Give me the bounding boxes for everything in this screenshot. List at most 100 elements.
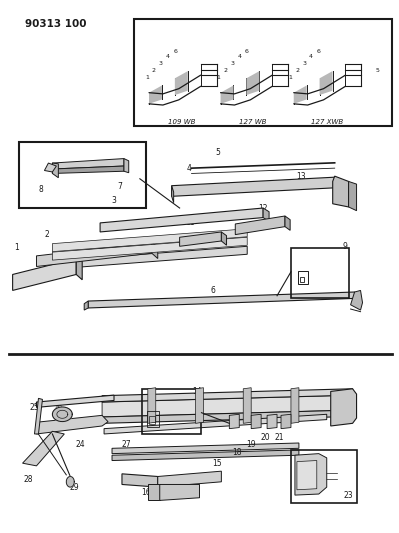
Polygon shape	[295, 454, 327, 495]
Polygon shape	[52, 407, 72, 422]
Polygon shape	[34, 398, 42, 434]
Text: 4: 4	[237, 54, 241, 59]
Polygon shape	[172, 177, 335, 196]
Bar	[291, 450, 357, 503]
Text: 3: 3	[231, 61, 235, 66]
Text: 2: 2	[295, 68, 299, 74]
Polygon shape	[320, 71, 332, 95]
Polygon shape	[294, 85, 307, 104]
Bar	[142, 389, 201, 434]
Bar	[291, 248, 349, 298]
Text: 3: 3	[112, 196, 117, 205]
Text: 3: 3	[302, 61, 306, 66]
Text: 5: 5	[376, 68, 379, 74]
Text: 6: 6	[245, 49, 248, 54]
Polygon shape	[36, 415, 108, 434]
Polygon shape	[148, 387, 156, 423]
Bar	[134, 19, 392, 126]
Polygon shape	[180, 232, 221, 246]
Polygon shape	[36, 395, 114, 407]
Text: 6: 6	[211, 286, 216, 295]
Text: 1: 1	[217, 75, 221, 80]
Text: 3: 3	[159, 61, 163, 66]
Polygon shape	[331, 389, 357, 426]
Text: 1: 1	[14, 244, 19, 253]
Text: 6: 6	[317, 49, 321, 54]
Polygon shape	[175, 71, 188, 95]
Polygon shape	[267, 414, 277, 429]
Text: 22: 22	[332, 408, 342, 417]
Polygon shape	[172, 185, 174, 203]
Text: 6: 6	[174, 49, 178, 54]
Polygon shape	[221, 232, 227, 245]
Text: 19: 19	[246, 440, 256, 449]
Polygon shape	[297, 461, 317, 490]
Text: 20: 20	[260, 433, 270, 442]
Polygon shape	[251, 414, 261, 429]
Bar	[19, 142, 146, 208]
Text: 27: 27	[121, 440, 131, 449]
Text: 10: 10	[344, 408, 354, 417]
Polygon shape	[229, 414, 239, 429]
Text: 23: 23	[344, 490, 354, 499]
Polygon shape	[221, 85, 233, 104]
Polygon shape	[281, 414, 291, 429]
Polygon shape	[23, 431, 64, 466]
Polygon shape	[36, 243, 152, 266]
Polygon shape	[333, 176, 349, 207]
Polygon shape	[100, 208, 263, 232]
Text: 29: 29	[69, 482, 79, 491]
Polygon shape	[243, 387, 251, 423]
Text: 9: 9	[342, 243, 347, 252]
Text: 7: 7	[118, 182, 122, 191]
Text: 21: 21	[274, 433, 284, 442]
Polygon shape	[247, 71, 259, 95]
Text: 90313 100: 90313 100	[25, 19, 86, 29]
Polygon shape	[52, 163, 58, 177]
Polygon shape	[235, 216, 285, 235]
Text: 2: 2	[223, 68, 227, 74]
Polygon shape	[52, 246, 247, 269]
Polygon shape	[351, 290, 363, 310]
Polygon shape	[285, 216, 290, 230]
Text: 127 XWB: 127 XWB	[311, 119, 343, 125]
Text: 4: 4	[187, 164, 192, 173]
Text: 11: 11	[185, 219, 194, 228]
Polygon shape	[122, 474, 158, 487]
Text: 13: 13	[296, 172, 306, 181]
Text: 15: 15	[213, 459, 222, 467]
Polygon shape	[124, 159, 129, 173]
Text: 2: 2	[152, 68, 156, 74]
Polygon shape	[104, 414, 327, 434]
Text: 18: 18	[233, 448, 242, 457]
Polygon shape	[76, 259, 82, 280]
Text: 1: 1	[288, 75, 292, 80]
Polygon shape	[149, 85, 162, 104]
Text: 2: 2	[44, 230, 49, 239]
Text: 4: 4	[309, 54, 313, 59]
Text: 8: 8	[38, 185, 43, 194]
Text: 4: 4	[166, 54, 170, 59]
Polygon shape	[102, 410, 353, 423]
Polygon shape	[52, 229, 247, 252]
Polygon shape	[102, 395, 353, 417]
Text: 17: 17	[165, 480, 174, 489]
Text: 16: 16	[141, 488, 151, 497]
Polygon shape	[88, 292, 355, 308]
Text: 12: 12	[259, 204, 268, 213]
Polygon shape	[263, 208, 269, 221]
Polygon shape	[44, 163, 56, 172]
Polygon shape	[102, 389, 353, 402]
Text: 127 WB: 127 WB	[239, 119, 267, 125]
Text: 5: 5	[215, 148, 220, 157]
Polygon shape	[152, 243, 158, 259]
Text: 1: 1	[145, 75, 149, 80]
Text: 25: 25	[30, 403, 40, 412]
Polygon shape	[112, 450, 299, 461]
Text: 26: 26	[53, 403, 63, 412]
Polygon shape	[196, 387, 203, 423]
Polygon shape	[84, 301, 88, 310]
Polygon shape	[160, 484, 200, 500]
Polygon shape	[291, 387, 299, 423]
Polygon shape	[52, 159, 124, 169]
